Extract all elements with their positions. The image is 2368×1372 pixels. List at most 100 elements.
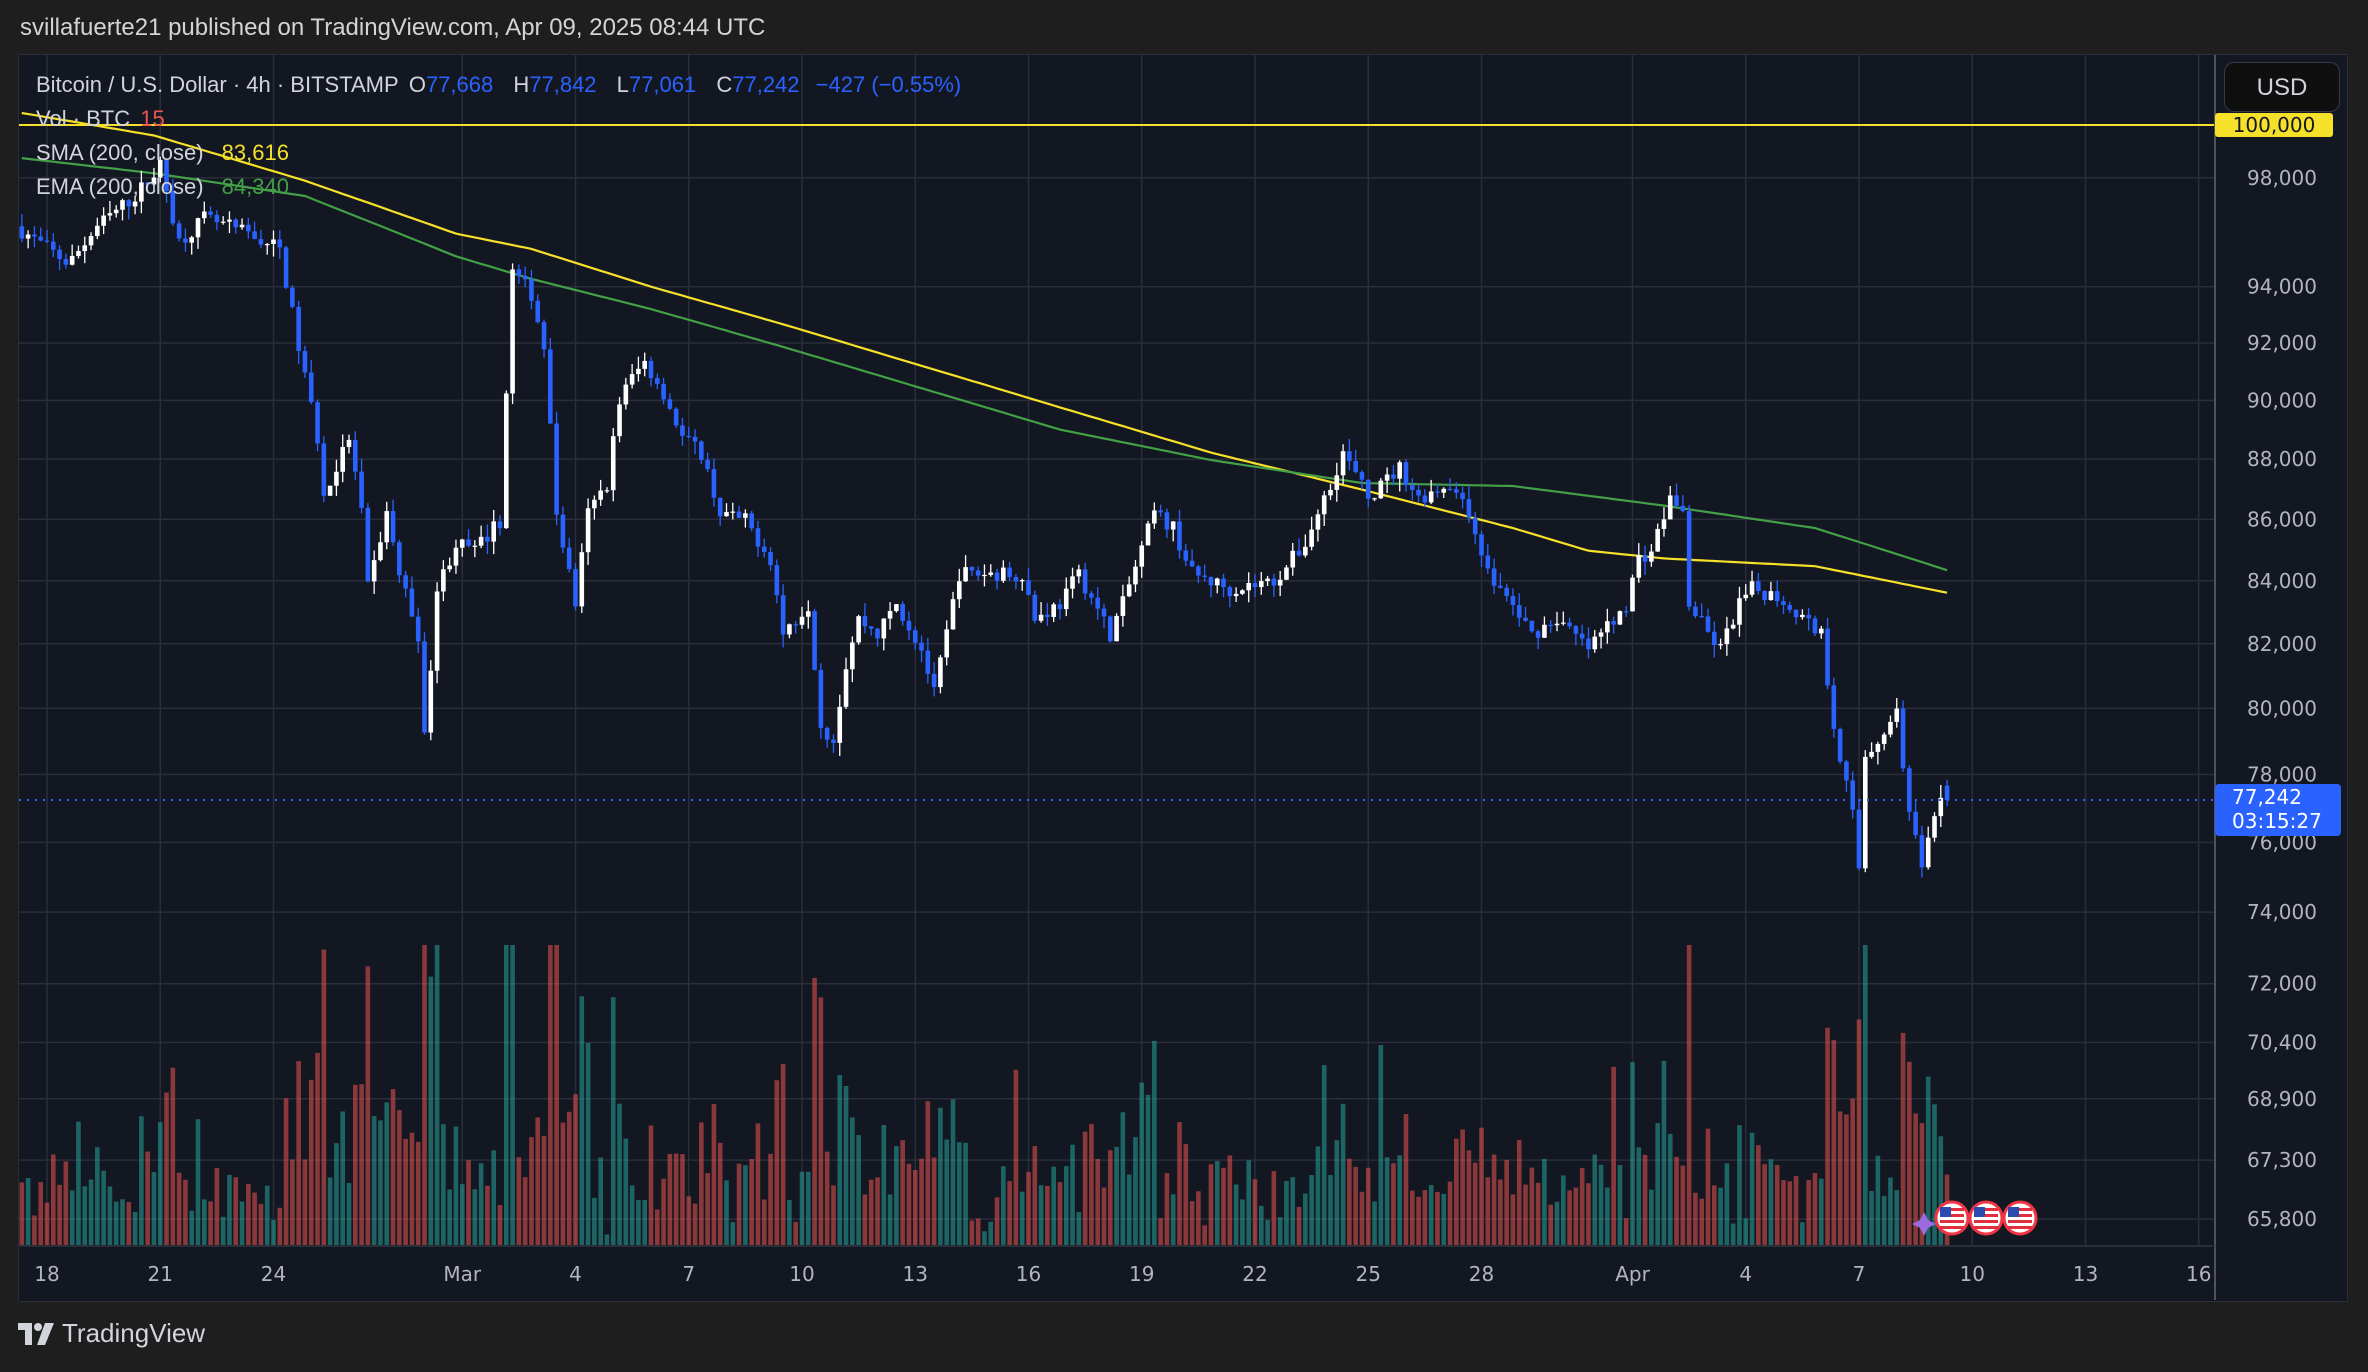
volume-label: Vol · BTC (36, 106, 131, 131)
volume-bar (82, 1186, 88, 1245)
volume-bar (1699, 1198, 1705, 1245)
candle (1875, 743, 1881, 752)
sparkle-icon[interactable] (1912, 1212, 1936, 1236)
published-info: svillafuerte21 published on TradingView.… (20, 14, 766, 41)
volume-bar (579, 996, 585, 1245)
candle (1529, 620, 1535, 632)
candle (220, 221, 226, 223)
candle (1674, 495, 1679, 506)
volume-bar (1089, 1124, 1094, 1245)
candle (592, 499, 597, 509)
volume-bar (843, 1086, 849, 1245)
candle (1730, 624, 1736, 629)
candle (44, 240, 50, 242)
candle (1045, 614, 1050, 617)
candle (1623, 611, 1629, 613)
volume-bar (384, 1102, 390, 1245)
volume-bar (1114, 1146, 1119, 1245)
volume-bar (1435, 1191, 1440, 1245)
volume-bar (736, 1163, 742, 1245)
candle (529, 279, 534, 301)
volume-bar (69, 1190, 75, 1245)
volume-bar (812, 977, 817, 1245)
volume-bar (1818, 1178, 1824, 1245)
volume-bar (805, 1171, 811, 1245)
volume-bar (151, 1172, 157, 1245)
volume-bar (1579, 1167, 1585, 1245)
candle (32, 234, 37, 237)
candle (1856, 809, 1862, 869)
us-flag-icon[interactable] (2002, 1200, 2038, 1236)
volume-bar (246, 1183, 251, 1245)
candle (1240, 590, 1245, 594)
volume-bar (529, 1137, 534, 1245)
volume-bar (963, 1142, 968, 1245)
legend-volume[interactable]: Vol · BTC 15 (36, 106, 169, 132)
candle (415, 616, 421, 642)
candle (1101, 608, 1107, 617)
top-bar: svillafuerte21 published on TradingView.… (0, 0, 2368, 54)
candle (963, 567, 968, 582)
volume-bar (1787, 1181, 1793, 1245)
candle (1164, 512, 1170, 530)
candle (1466, 499, 1472, 518)
volume-bar (1340, 1103, 1346, 1245)
y-tick-label: 86,000 (2247, 507, 2317, 531)
symbol-name[interactable]: Bitcoin / U.S. Dollar · 4h · BITSTAMP (36, 72, 399, 97)
candle (1126, 584, 1132, 597)
candle (315, 402, 320, 444)
volume-bar (749, 1159, 754, 1245)
candle (1107, 616, 1113, 642)
volume-bar (1038, 1185, 1044, 1245)
candle (346, 439, 352, 447)
volume-bar (459, 1184, 465, 1245)
volume-bar (1416, 1196, 1421, 1245)
y-tick-label: 98,000 (2247, 166, 2317, 190)
candle (768, 552, 773, 566)
volume-bar (510, 945, 515, 1245)
candle (76, 251, 81, 256)
us-flag-icon[interactable] (1934, 1200, 1970, 1236)
volume-bar (189, 1210, 195, 1245)
volume-bar (283, 1098, 289, 1245)
volume-bar (994, 1197, 1000, 1245)
footer-logo[interactable]: TradingView (18, 1318, 205, 1349)
volume-bar (126, 1202, 132, 1245)
volume-bar (1806, 1180, 1811, 1245)
volume-bar (1862, 945, 1868, 1245)
y-tick-label: 82,000 (2247, 632, 2317, 656)
tradingview-logo-icon (18, 1322, 54, 1345)
candle (296, 306, 301, 351)
volume-bar (1812, 1173, 1818, 1245)
chart-pane[interactable] (18, 54, 2348, 1302)
x-tick-label: 7 (1853, 1262, 1866, 1286)
candle (1661, 519, 1667, 529)
candle (1510, 596, 1516, 606)
legend-ema[interactable]: EMA (200, close) 84,340 (36, 174, 293, 200)
us-flag-icon[interactable] (1968, 1200, 2004, 1236)
candle (1076, 569, 1082, 577)
legend-sma[interactable]: SMA (200, close) 83,616 (36, 140, 293, 166)
volume-bar (1837, 1111, 1843, 1245)
volume-bar (1001, 1166, 1006, 1245)
close-label: C (716, 72, 733, 97)
y-tick-label: 70,400 (2247, 1030, 2317, 1054)
candle (1026, 580, 1031, 595)
x-tick-label: 28 (1469, 1262, 1494, 1286)
candle (1881, 734, 1887, 744)
candle (1831, 685, 1837, 729)
volume-bar (453, 1126, 459, 1245)
volume-bar (113, 1201, 119, 1245)
candle (1145, 523, 1151, 546)
candle (321, 443, 327, 496)
volume-bar (95, 1147, 100, 1245)
volume-bar (868, 1179, 874, 1245)
currency-button[interactable]: USD (2224, 62, 2340, 112)
candle (1655, 528, 1660, 552)
x-tick-label: 10 (1960, 1262, 1985, 1286)
candle (812, 611, 817, 670)
event-icons[interactable] (1912, 1200, 2038, 1236)
candle (956, 581, 962, 600)
volume-bar (516, 1157, 522, 1245)
